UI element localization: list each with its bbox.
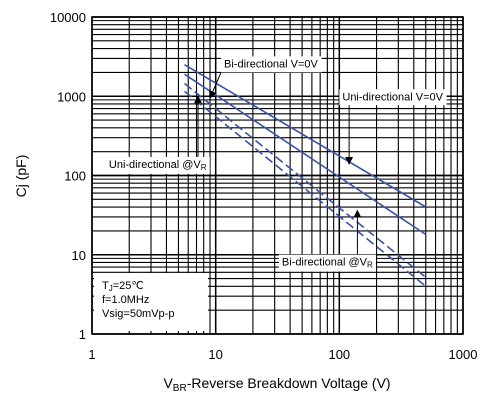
series-group [183,64,427,287]
annotation-1: Bi-directional V=0V [221,56,322,73]
grid [91,16,464,335]
conditions-background [94,273,208,331]
x-tick-label: 1000 [449,347,478,362]
y-tick-label: 100 [64,169,86,184]
annotation-4: Bi-directional @VR [278,254,377,272]
x-axis-title-sub: BR [173,383,187,394]
annotation-3: Uni-directional @VR [105,156,210,174]
annotation-subscript: R [201,163,207,172]
annotation-box [278,254,377,272]
condition-line: Vsig=50mVp-p [102,308,174,320]
annotation-label: Bi-directional @VR [282,257,373,270]
annotation-text: Uni-directional V=0V [342,91,443,103]
condition-text: f=1.0MHz [102,294,149,306]
x-tick-label: 10 [208,347,222,362]
condition-line: TJ=25℃ [102,280,144,293]
condition-subscript: J [109,284,113,293]
annotation-subscript: R [367,261,373,270]
x-axis-title-main: V [163,375,173,391]
annotation-box [339,89,447,106]
annotation-label: Uni-directional @VR [109,159,207,172]
y-axis-title: Cj (pF) [13,155,29,198]
tick-labels: 1 10 100 1000 1 10 100 1000 10000 [50,10,478,362]
x-axis-title-rest: -Reverse Breakdown Voltage (V) [187,375,391,391]
condition-text: Vsig=50mVp-p [102,308,174,320]
x-axis-title: VBR-Reverse Breakdown Voltage (V) [163,375,390,394]
y-tick-label: 1000 [57,89,86,104]
annotation-box [105,156,210,174]
annotations-group: Bi-directional V=0V Uni-directional V=0V U… [105,56,447,272]
annotation-label: Bi-directional V=0V [224,58,319,70]
y-tick-label: 1 [79,327,86,342]
condition-text: T [102,280,109,292]
annotation-box [221,56,322,73]
annotation-arrow [209,72,222,99]
plot-frame [91,16,464,335]
annotation-text: Bi-directional @V [282,257,368,269]
x-tick-label: 1 [88,347,95,362]
annotation-2: Uni-directional V=0V [339,89,447,106]
condition-line: f=1.0MHz [102,294,149,306]
y-tick-label: 10000 [50,10,86,25]
annotation-label: Uni-directional V=0V [342,91,443,103]
annotation-text: Uni-directional @V [109,159,202,171]
x-tick-label: 100 [328,347,350,362]
condition-rest: =25℃ [113,280,144,292]
series-line-2 [184,73,427,236]
y-tick-label: 10 [72,248,86,263]
annotation-text: Bi-directional V=0V [224,58,319,70]
series-line-1 [184,64,427,208]
